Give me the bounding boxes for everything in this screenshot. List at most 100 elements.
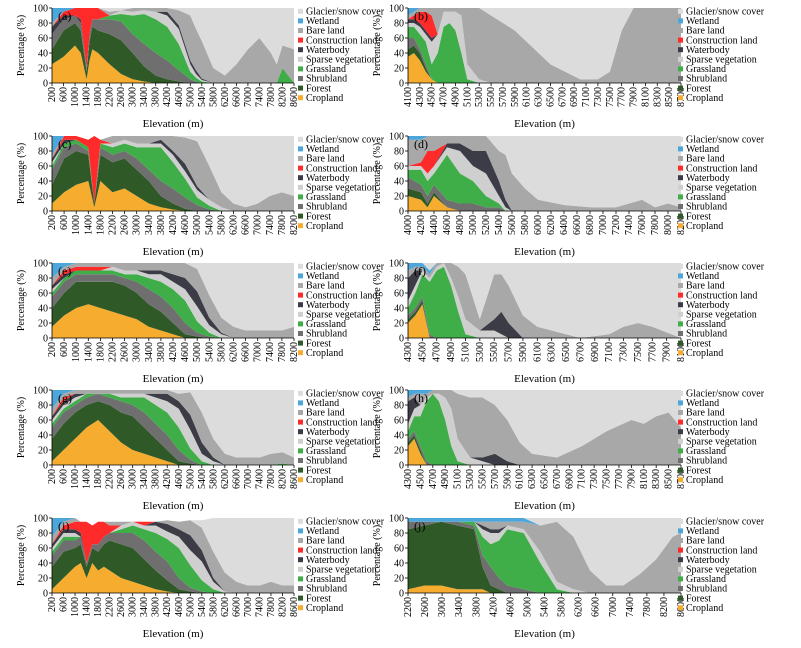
area-forest xyxy=(52,23,294,83)
panel-f: 0 20 40 60 80 100 4300 4500 4700 4900 5100 5300 5500… xyxy=(372,259,765,386)
x-tick-label: 4400 xyxy=(429,215,440,235)
legend-label: Forest xyxy=(306,83,331,94)
x-tick-label: 4500 xyxy=(415,469,426,489)
x-tick-label: 7800 xyxy=(277,215,288,235)
panel-label: (e) xyxy=(58,264,71,278)
legend-label: Wetland xyxy=(686,398,719,409)
x-tick-label: 1400 xyxy=(82,469,93,489)
legend-swatch xyxy=(678,136,683,142)
legend-label: Sparse vegetation xyxy=(686,55,757,66)
x-tick-label: 4200 xyxy=(162,469,173,489)
x-tick-label: 7100 xyxy=(581,87,592,107)
x-tick-label: 3000 xyxy=(128,469,139,489)
x-tick-label: 6600 xyxy=(231,597,242,617)
legend-swatch xyxy=(678,576,683,582)
x-tick-label: 8100 xyxy=(639,469,650,489)
legend-label: Shrubland xyxy=(686,202,727,213)
x-tick-label: 6200 xyxy=(546,215,557,235)
legend-swatch xyxy=(298,400,303,406)
legend-swatch xyxy=(678,448,683,454)
x-tick-label: 6600 xyxy=(591,597,602,617)
x-tick-label: 6900 xyxy=(564,469,575,489)
y-tick-label: 40 xyxy=(38,49,48,60)
y-tick-label: 100 xyxy=(33,259,48,270)
area-construction-land xyxy=(52,521,294,593)
x-tick-label: 8500 xyxy=(664,469,675,489)
legend-swatch xyxy=(678,538,683,543)
y-tick-label: 0 xyxy=(399,589,404,600)
y-tick-label: 20 xyxy=(394,319,404,330)
legend-swatch xyxy=(298,448,303,454)
area-grassland xyxy=(52,393,294,465)
x-tick-label: 8200 xyxy=(289,342,300,362)
x-tick-label: 4300 xyxy=(403,469,414,489)
x-tick-label: 600 xyxy=(59,597,70,612)
x-tick-label: 3800 xyxy=(151,87,162,107)
y-tick-label: 40 xyxy=(394,49,404,60)
y-tick-label: 60 xyxy=(38,289,48,300)
y-axis-label: Percentage (%) xyxy=(16,525,27,586)
x-tick-label: 2200 xyxy=(105,597,116,617)
x-tick-label: 1800 xyxy=(95,342,106,362)
area-forest xyxy=(52,151,294,211)
x-tick-label: 5800 xyxy=(208,87,219,107)
legend-swatch xyxy=(678,175,683,181)
legend-label: Waterbody xyxy=(306,555,350,566)
legend-label: Forest xyxy=(686,211,711,222)
area-grassland xyxy=(408,393,681,465)
legend-label: Grassland xyxy=(306,192,346,203)
legend-swatch xyxy=(678,467,683,473)
y-tick-label: 40 xyxy=(394,177,404,188)
legend-swatch xyxy=(678,66,683,72)
x-axis-label: Elevation (m) xyxy=(143,246,204,258)
y-tick-label: 20 xyxy=(394,574,404,585)
y-tick-label: 80 xyxy=(38,19,48,30)
x-tick-label: 6100 xyxy=(522,87,533,107)
panel-label: (d) xyxy=(414,137,428,151)
y-tick-label: 20 xyxy=(38,446,48,457)
x-tick-label: 5000 xyxy=(185,469,196,489)
legend-label: Shrubland xyxy=(306,456,347,467)
area-glacier-snow-cover xyxy=(52,8,294,76)
x-tick-label: 7700 xyxy=(617,87,628,107)
legend-label: Sparse vegetation xyxy=(306,310,377,321)
legend-swatch xyxy=(298,528,303,534)
y-tick-label: 0 xyxy=(43,207,48,218)
x-tick-label: 2600 xyxy=(120,342,131,362)
area-sparse-vegetation xyxy=(408,11,681,83)
legend-swatch xyxy=(298,194,303,200)
legend-label: Forest xyxy=(306,593,331,604)
area-shrubland xyxy=(52,15,294,83)
x-tick-label: 6300 xyxy=(534,87,545,107)
area-layers xyxy=(408,390,681,465)
x-tick-label: 8600 xyxy=(289,87,300,107)
x-tick-label: 5000 xyxy=(522,597,533,617)
legend-label: Construction land xyxy=(306,545,377,556)
x-tick-label: 5700 xyxy=(498,87,509,107)
legend-label: Forest xyxy=(306,465,331,476)
x-tick-label: 7000 xyxy=(253,342,264,362)
x-tick-label: 5700 xyxy=(490,469,501,489)
x-tick-label: 7800 xyxy=(266,469,277,489)
legend-swatch xyxy=(678,311,683,317)
area-cropland xyxy=(52,45,294,83)
y-tick-label: 100 xyxy=(389,4,404,15)
legend-swatch xyxy=(298,321,303,327)
legend-swatch xyxy=(298,419,303,425)
legend-label: Bare land xyxy=(686,26,725,37)
legend-swatch xyxy=(678,302,683,308)
area-cropland xyxy=(52,181,294,211)
legend-label: Waterbody xyxy=(306,45,350,56)
x-tick-label: 3800 xyxy=(156,342,167,362)
legend-swatch xyxy=(298,429,303,435)
y-tick-label: 100 xyxy=(33,132,48,143)
x-tick-label: 7800 xyxy=(266,87,277,107)
legend-label: Grassland xyxy=(306,574,346,585)
x-tick-label: 4900 xyxy=(450,87,461,107)
x-tick-label: 4700 xyxy=(428,469,439,489)
x-tick-label: 5500 xyxy=(489,342,500,362)
legend-swatch xyxy=(678,350,683,356)
y-tick-label: 60 xyxy=(394,34,404,45)
